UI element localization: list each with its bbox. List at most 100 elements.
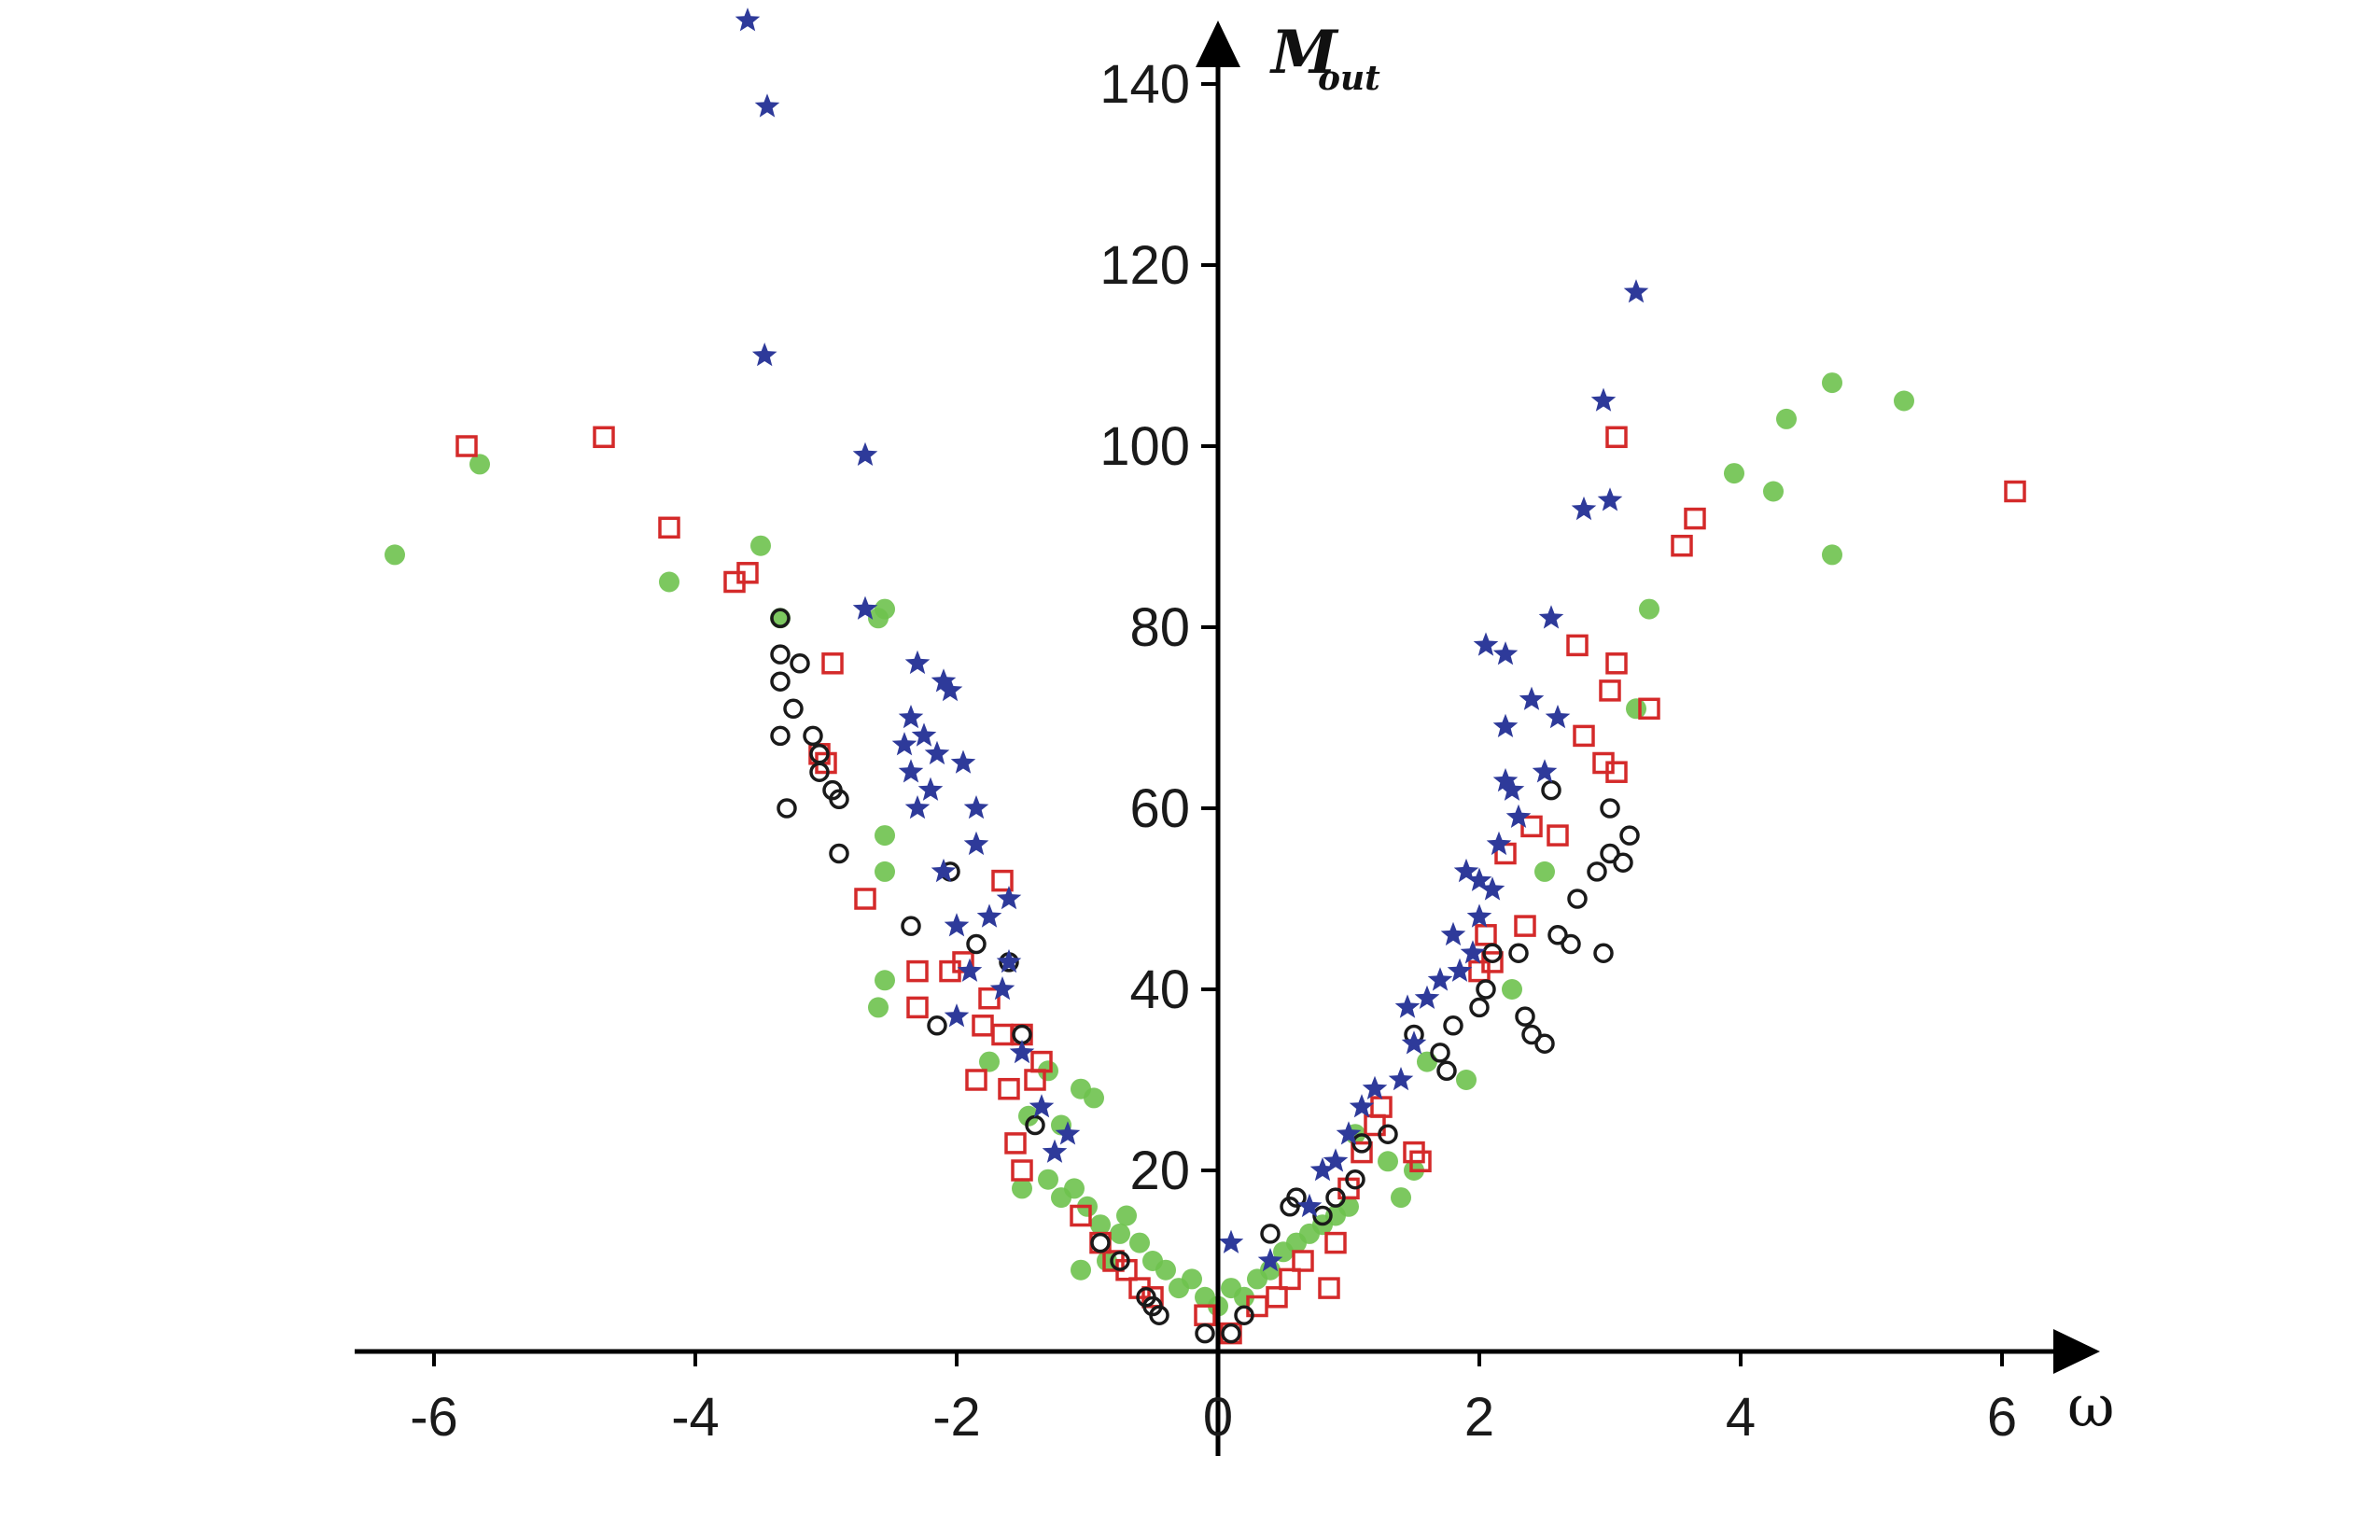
- x-tick-label: -4: [671, 1387, 720, 1448]
- square-point: [1475, 924, 1497, 946]
- x-tick-label: 2: [1464, 1387, 1494, 1448]
- circle-point: [1567, 889, 1588, 909]
- star-point: [1349, 1094, 1375, 1118]
- star-point: [1257, 1248, 1283, 1272]
- square-point: [821, 652, 844, 675]
- circle-point: [1443, 1015, 1463, 1036]
- square-point: [1030, 1050, 1053, 1073]
- star-point: [1460, 940, 1486, 964]
- circle-point: [1090, 1232, 1111, 1253]
- star-point: [1440, 921, 1466, 946]
- circle-point: [1521, 1024, 1542, 1045]
- square-point: [2004, 480, 2026, 503]
- star-point: [1309, 1157, 1336, 1182]
- dot-point: [1534, 861, 1555, 882]
- dot-point: [1084, 1087, 1104, 1109]
- dot-point: [1822, 372, 1842, 394]
- square-point: [978, 987, 1001, 1010]
- circle-point: [927, 1015, 947, 1036]
- y-axis-title: M: [1269, 18, 1339, 88]
- square-point: [1070, 1204, 1092, 1227]
- y-tick-label: 100: [1099, 416, 1190, 477]
- circle-point: [1436, 1060, 1457, 1082]
- star-point: [898, 705, 924, 729]
- circle-point: [777, 798, 797, 819]
- square-point: [991, 1023, 1014, 1046]
- y-tick-label: 140: [1099, 54, 1190, 115]
- circle-point: [1515, 1006, 1535, 1027]
- star-point: [1492, 767, 1519, 792]
- dot-point: [469, 454, 490, 475]
- dot-point: [1639, 598, 1659, 620]
- star-point: [1473, 632, 1499, 656]
- dot-point: [868, 608, 889, 629]
- star-point: [937, 677, 963, 702]
- circle-point: [1587, 861, 1607, 882]
- star-point: [1218, 1229, 1244, 1253]
- circle-point: [1541, 779, 1561, 801]
- circle-point: [770, 725, 791, 747]
- dot-point: [385, 544, 405, 566]
- star-point: [1427, 967, 1453, 991]
- square-point: [906, 996, 929, 1019]
- circle-point: [770, 644, 791, 665]
- square-point: [1684, 507, 1706, 530]
- star-point: [904, 650, 931, 675]
- star-point: [950, 749, 976, 774]
- circle-point: [1286, 1187, 1307, 1208]
- square-point: [593, 426, 615, 449]
- square-point: [1004, 1132, 1027, 1155]
- dot-point: [1776, 408, 1797, 429]
- star-point: [1394, 994, 1421, 1018]
- circle-point: [1469, 997, 1490, 1018]
- dot-point: [1626, 698, 1646, 720]
- star-point: [1009, 1039, 1035, 1064]
- star-point: [957, 958, 983, 982]
- square-point: [991, 869, 1014, 892]
- circle-point: [1260, 1224, 1281, 1244]
- dot-point: [1110, 1223, 1130, 1244]
- star-point: [751, 343, 777, 367]
- star-point: [1545, 705, 1571, 729]
- dot-point: [1378, 1151, 1398, 1172]
- star-point: [898, 759, 924, 783]
- circle-point: [1430, 1043, 1450, 1063]
- x-tick-label: -2: [932, 1387, 981, 1448]
- star-point: [735, 7, 761, 32]
- y-axis-arrow: [1196, 21, 1240, 67]
- circle-point: [1312, 1205, 1333, 1226]
- star-point: [911, 722, 937, 747]
- circle-point: [1613, 852, 1633, 873]
- star-point: [904, 795, 931, 819]
- star-point: [1401, 1030, 1427, 1055]
- square-point: [1573, 724, 1595, 748]
- square-point: [1279, 1267, 1301, 1291]
- star-point: [917, 777, 944, 801]
- circle-point: [1345, 1169, 1365, 1190]
- star-point: [996, 886, 1022, 910]
- circle-point: [1195, 1323, 1215, 1344]
- star-point: [1029, 1094, 1055, 1118]
- dot-point: [875, 825, 895, 847]
- circle-point: [1110, 1251, 1130, 1271]
- star-point: [924, 740, 950, 765]
- dot-point: [1391, 1187, 1411, 1209]
- circle-point: [1561, 933, 1581, 955]
- square-point: [1520, 815, 1543, 838]
- square-point: [998, 1077, 1020, 1100]
- star-point: [1486, 831, 1512, 856]
- square-point: [854, 888, 876, 910]
- star-point: [996, 948, 1022, 973]
- axes: [355, 21, 2100, 1456]
- star-point: [1479, 876, 1505, 901]
- x-tick-label: 4: [1726, 1387, 1756, 1448]
- x-axis-arrow: [2053, 1329, 2100, 1374]
- dot-point: [1129, 1232, 1150, 1253]
- data-marks: [385, 7, 2026, 1345]
- square-point: [1599, 679, 1621, 702]
- y-tick-label: 120: [1099, 235, 1190, 296]
- circle-point: [1593, 943, 1614, 963]
- square-point: [1409, 1150, 1432, 1173]
- circle-point: [1600, 843, 1620, 864]
